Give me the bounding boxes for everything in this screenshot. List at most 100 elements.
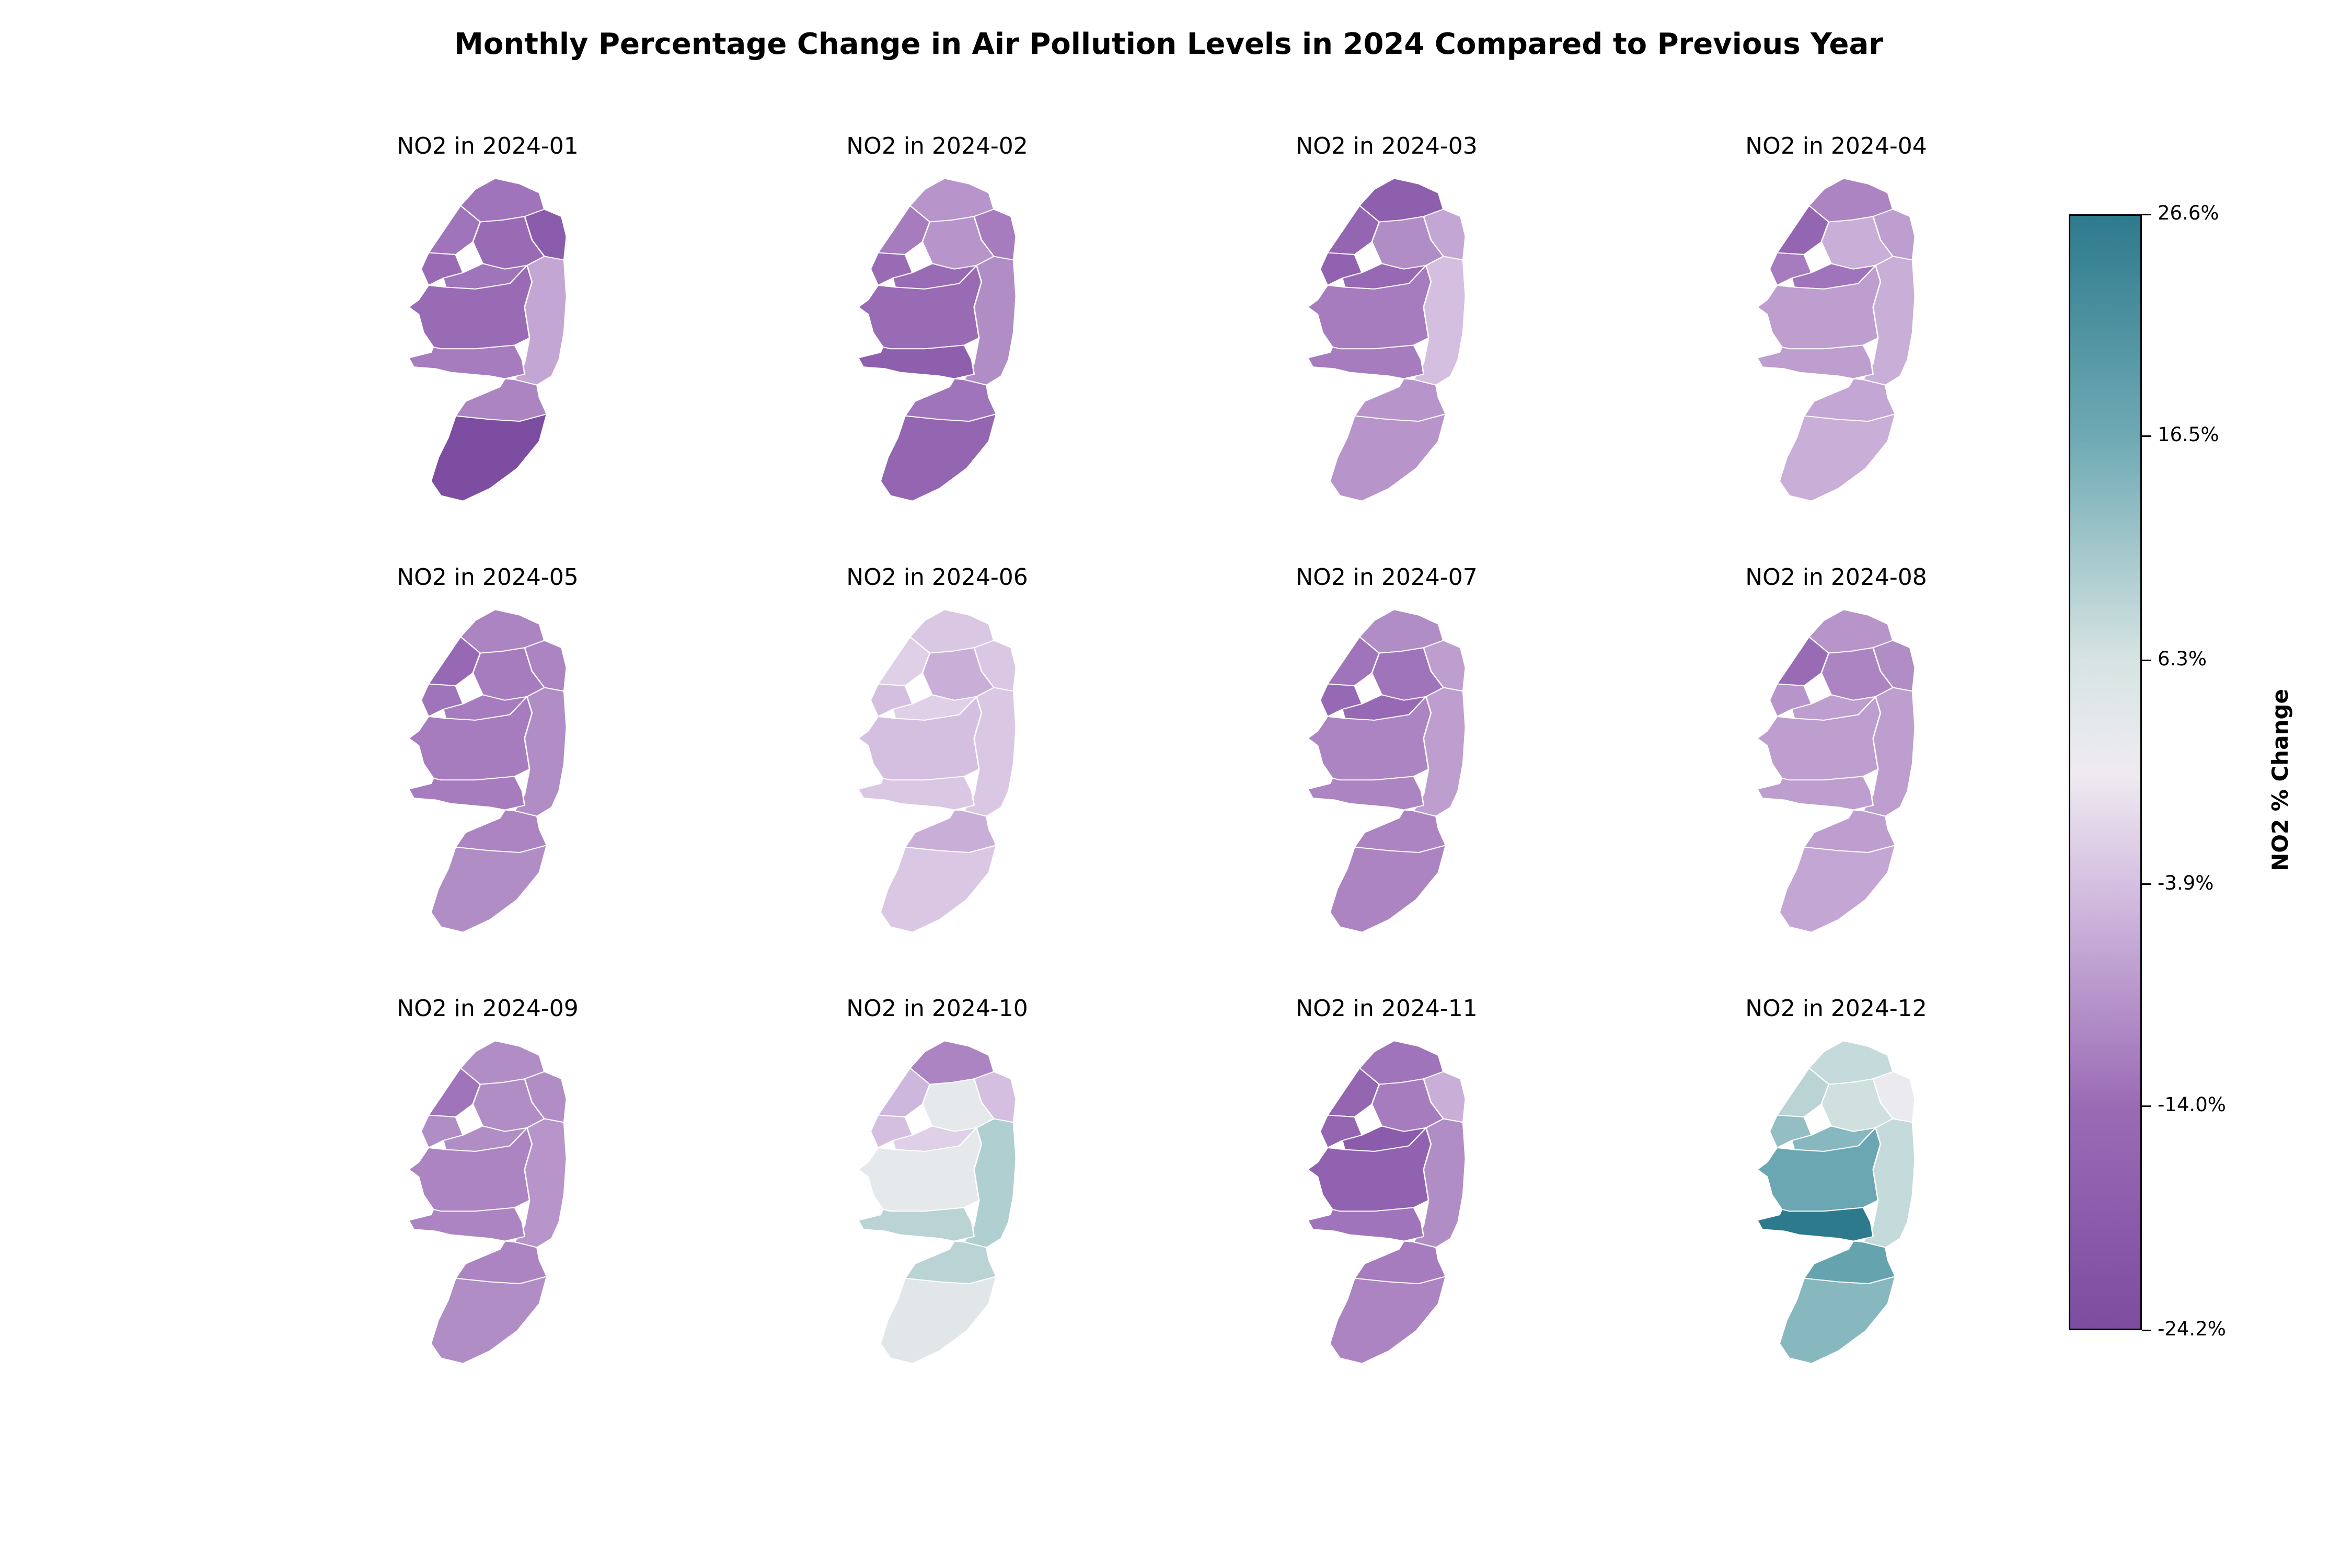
- district-bethlehem-2024-02: [904, 378, 997, 422]
- choropleth-map-2024-05: [408, 609, 568, 933]
- district-hebron-2024-06: [880, 845, 997, 933]
- choropleth-map-2024-12: [1756, 1040, 1916, 1364]
- district-bethlehem-2024-06: [904, 809, 997, 854]
- district-jericho-2024-06: [963, 687, 1017, 817]
- colorbar-tick-mark: [2142, 213, 2151, 215]
- colorbar-tick-label: 6.3%: [2158, 648, 2207, 671]
- colorbar-tick-mark: [2142, 1105, 2151, 1107]
- district-jerusalem-2024-05: [408, 776, 526, 811]
- choropleth-map-2024-01: [408, 178, 568, 502]
- district-hebron-2024-01: [430, 413, 548, 502]
- colorbar-tick-label: 26.6%: [2158, 202, 2219, 224]
- district-jericho-2024-09: [514, 1118, 568, 1248]
- subplot-2024-12: NO2 in 2024-12: [1726, 993, 1946, 1373]
- subplot-title: NO2 in 2024-12: [1745, 995, 1927, 1022]
- subplot-title: NO2 in 2024-07: [1296, 564, 1478, 591]
- district-hebron-2024-07: [1329, 845, 1447, 933]
- subplot-2024-04: NO2 in 2024-04: [1726, 131, 1946, 510]
- colorbar-tick-label: -14.0%: [2158, 1093, 2226, 1116]
- district-jerusalem-2024-02: [857, 344, 975, 379]
- district-jerusalem-2024-06: [857, 776, 975, 811]
- district-jericho-2024-10: [963, 1118, 1017, 1248]
- district-bethlehem-2024-07: [1354, 809, 1447, 854]
- district-hebron-2024-02: [880, 413, 997, 502]
- district-bethlehem-2024-10: [904, 1240, 997, 1285]
- subplot-2024-10: NO2 in 2024-10: [827, 993, 1047, 1373]
- colorbar-tick-mark: [2142, 659, 2151, 661]
- district-bethlehem-2024-04: [1803, 378, 1896, 422]
- district-jericho-2024-12: [1862, 1118, 1916, 1248]
- colorbar-tick-label: 16.5%: [2158, 423, 2219, 446]
- subplot-2024-02: NO2 in 2024-02: [827, 131, 1047, 510]
- subplot-2024-01: NO2 in 2024-01: [378, 131, 597, 510]
- colorbar-tick-label: -24.2%: [2158, 1318, 2226, 1340]
- district-hebron-2024-11: [1329, 1276, 1447, 1364]
- choropleth-map-2024-09: [408, 1040, 568, 1364]
- colorbar-axis-label: NO2 % Change: [2267, 688, 2293, 871]
- colorbar-tick-mark: [2142, 435, 2151, 437]
- subplot-title: NO2 in 2024-05: [397, 564, 579, 591]
- subplot-title: NO2 in 2024-09: [397, 995, 579, 1022]
- district-jericho-2024-02: [963, 256, 1017, 386]
- colorbar-tick-label: -3.9%: [2158, 871, 2214, 894]
- subplot-2024-09: NO2 in 2024-09: [378, 993, 597, 1373]
- subplot-title: NO2 in 2024-04: [1745, 133, 1927, 159]
- district-bethlehem-2024-05: [455, 809, 548, 854]
- district-hebron-2024-08: [1779, 845, 1896, 933]
- choropleth-map-2024-03: [1307, 178, 1467, 502]
- district-bethlehem-2024-12: [1803, 1240, 1896, 1285]
- district-hebron-2024-09: [430, 1276, 548, 1364]
- district-jerusalem-2024-07: [1307, 776, 1425, 811]
- figure-title: Monthly Percentage Change in Air Polluti…: [454, 27, 1883, 61]
- district-hebron-2024-03: [1329, 413, 1447, 502]
- subplot-title: NO2 in 2024-10: [846, 995, 1028, 1022]
- choropleth-map-2024-06: [857, 609, 1017, 933]
- district-hebron-2024-10: [880, 1276, 997, 1364]
- district-jericho-2024-04: [1862, 256, 1916, 386]
- district-hebron-2024-05: [430, 845, 548, 933]
- district-jerusalem-2024-01: [408, 344, 526, 379]
- choropleth-map-2024-10: [857, 1040, 1017, 1364]
- subplot-2024-08: NO2 in 2024-08: [1726, 562, 1946, 941]
- district-jerusalem-2024-04: [1756, 344, 1874, 379]
- district-jericho-2024-11: [1413, 1118, 1467, 1248]
- district-jerusalem-2024-11: [1307, 1207, 1425, 1242]
- district-bethlehem-2024-01: [455, 378, 548, 422]
- subplot-title: NO2 in 2024-01: [397, 133, 579, 159]
- colorbar: 26.6% 16.5% 6.3% -3.9% -14.0% -24.2% NO2 % Ch…: [2069, 202, 2351, 1340]
- district-jerusalem-2024-10: [857, 1207, 975, 1242]
- district-jericho-2024-03: [1413, 256, 1467, 386]
- district-jerusalem-2024-09: [408, 1207, 526, 1242]
- colorbar-tick-mark: [2142, 883, 2151, 885]
- subplot-title: NO2 in 2024-08: [1745, 564, 1927, 591]
- district-jerusalem-2024-12: [1756, 1207, 1874, 1242]
- subplot-title: NO2 in 2024-11: [1296, 995, 1478, 1022]
- district-bethlehem-2024-11: [1354, 1240, 1447, 1285]
- choropleth-map-2024-11: [1307, 1040, 1467, 1364]
- choropleth-map-2024-02: [857, 178, 1017, 502]
- district-jerusalem-2024-08: [1756, 776, 1874, 811]
- choropleth-map-2024-07: [1307, 609, 1467, 933]
- colorbar-gradient: [2069, 214, 2142, 1330]
- district-jericho-2024-05: [514, 687, 568, 817]
- district-jerusalem-2024-03: [1307, 344, 1425, 379]
- district-bethlehem-2024-09: [455, 1240, 548, 1285]
- subplot-2024-11: NO2 in 2024-11: [1277, 993, 1496, 1373]
- subplot-2024-07: NO2 in 2024-07: [1277, 562, 1496, 941]
- choropleth-map-2024-04: [1756, 178, 1916, 502]
- district-jericho-2024-08: [1862, 687, 1916, 817]
- subplot-title: NO2 in 2024-06: [846, 564, 1028, 591]
- district-jericho-2024-01: [514, 256, 568, 386]
- district-bethlehem-2024-03: [1354, 378, 1447, 422]
- district-bethlehem-2024-08: [1803, 809, 1896, 854]
- subplot-2024-06: NO2 in 2024-06: [827, 562, 1047, 941]
- subplot-title: NO2 in 2024-02: [846, 133, 1028, 159]
- district-jericho-2024-07: [1413, 687, 1467, 817]
- district-hebron-2024-04: [1779, 413, 1896, 502]
- subplot-2024-05: NO2 in 2024-05: [378, 562, 597, 941]
- subplot-title: NO2 in 2024-03: [1296, 133, 1478, 159]
- choropleth-map-2024-08: [1756, 609, 1916, 933]
- district-hebron-2024-12: [1779, 1276, 1896, 1364]
- colorbar-tick-mark: [2142, 1329, 2151, 1331]
